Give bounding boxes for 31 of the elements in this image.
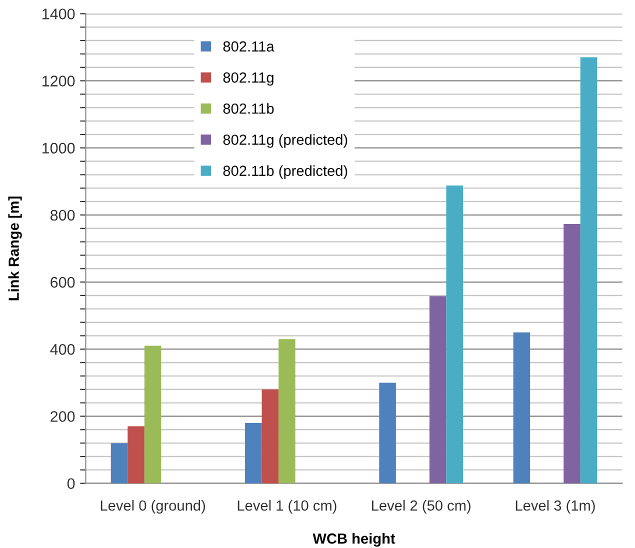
bar	[580, 57, 598, 484]
bar	[110, 443, 128, 484]
bar	[429, 296, 446, 484]
bar	[245, 422, 262, 484]
x-tick-label: Level 3 (1m)	[516, 500, 595, 514]
x-axis-title: WCB height	[312, 533, 396, 547]
x-tick-label: Level 0 (ground)	[100, 500, 205, 514]
y-tick-label: 1400	[42, 8, 75, 20]
bar	[379, 382, 396, 484]
y-tick-label: 200	[50, 411, 75, 422]
legend-label: 802.11g (predicted)	[223, 134, 348, 148]
bar	[278, 339, 296, 484]
y-axis-title: Link Range [m]	[8, 196, 22, 300]
bar	[564, 224, 580, 484]
legend-label: 802.11b	[223, 103, 274, 114]
bar	[128, 426, 144, 484]
bar	[144, 346, 162, 484]
bar	[513, 332, 530, 484]
y-tick-label: 1200	[42, 76, 75, 86]
y-tick-label: 400	[50, 344, 75, 355]
bar	[446, 185, 464, 484]
x-tick-label: Level 2 (50 cm)	[372, 500, 470, 514]
y-tick-label: 600	[50, 276, 75, 288]
legend-label: 802.11a	[223, 41, 274, 52]
x-tick-label: Level 1 (10 cm)	[238, 500, 336, 514]
bar	[262, 389, 279, 484]
legend-label: 802.11b (predicted)	[223, 165, 348, 179]
y-tick-label: 1000	[42, 142, 75, 154]
y-tick-label: 800	[50, 210, 75, 221]
y-tick-label: 0	[67, 478, 75, 490]
legend-label: 802.11g	[223, 72, 274, 86]
